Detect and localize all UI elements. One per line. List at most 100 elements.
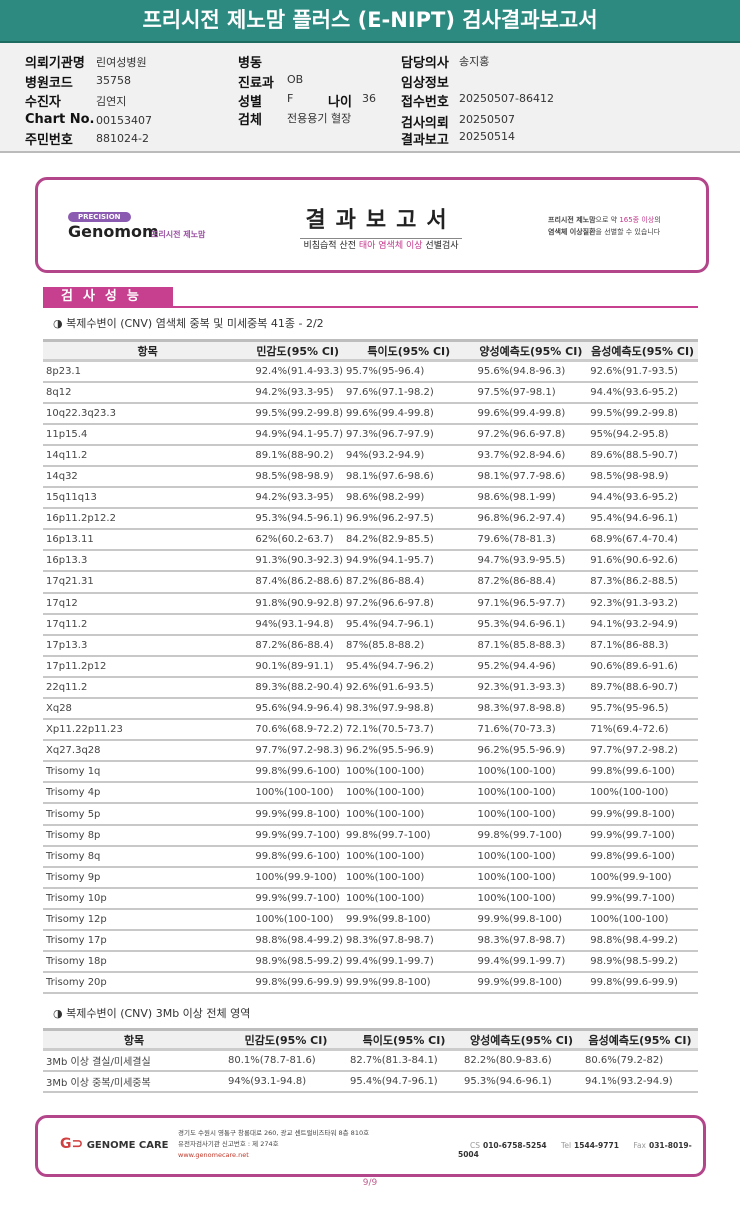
value-cell: 92.3%(91.3-93.3) [474,676,588,700]
value-cell: 71.6%(70-73.3) [474,719,588,742]
table-row: Trisomy 4p 100%(100-100) 100%(100-100) 100%… [43,782,698,805]
value-cell: 70.6%(68.9-72.2) [252,719,344,742]
value-cell: 95.2%(94.4-96) [474,655,588,678]
value-cell: 94.2%(93.3-95) [252,487,344,510]
column-header: 항목 [43,339,253,362]
value-cell: 99.8%(99.7-100) [474,824,588,847]
table-row: 16p13.3 91.3%(90.3-92.3) 94.9%(94.1-95.7) 9… [43,550,698,573]
value-cell: 95.4%(94.7-96.1) [347,1070,461,1093]
value-cell: 94%(93.2-94.9) [343,444,475,467]
column-header: 특이도(95% CI) [347,1028,461,1051]
section-divider [43,306,698,308]
item-cell: Trisomy 8q [43,845,253,868]
item-cell: Xp11.22p11.23 [43,719,253,742]
item-cell: Trisomy 5p [43,803,253,826]
age-value: 36 [362,92,376,105]
item-cell: Trisomy 9p [43,866,253,889]
report-date-value: 20250514 [459,130,515,143]
genome-care-logo-icon: G⊃ [60,1136,84,1152]
value-cell: 98.6%(98.2-99) [343,487,475,510]
note-highlight: 165종 이상 [619,216,655,224]
value-cell: 94.1%(93.2-94.9) [587,613,698,636]
item-cell: 16p11.2p12.2 [43,508,253,531]
value-cell: 100%(100-100) [252,908,344,932]
footer: G⊃ GENOME CARE 경기도 수원시 영통구 창룡대로 260, 광교 … [35,1115,706,1177]
table-row: 15q11q13 94.2%(93.3-95) 98.6%(98.2-99) 98.6… [43,487,698,510]
table-row: Xp11.22p11.23 70.6%(68.9-72.2) 72.1%(70.5-… [43,719,698,742]
value-cell: 97.2%(96.6-97.8) [343,592,475,615]
specimen-label: 검체 [238,113,262,128]
item-cell: 22q11.2 [43,676,253,700]
institution-value: 린여성병원 [96,56,147,69]
note-text: 으로 약 [595,216,620,224]
value-cell: 100%(99.9-100) [587,866,698,889]
clinical-label: 임상정보 [401,76,449,91]
column-header: 항목 [43,1028,225,1051]
patient-label: 수진자 [25,95,61,110]
value-cell: 80.6%(79.2-82) [582,1049,698,1072]
value-cell: 99.8%(99.6-100) [587,761,698,784]
value-cell: 100%(100-100) [474,761,588,784]
value-cell: 96.8%(96.2-97.4) [474,508,588,531]
value-cell: 99.9%(99.8-100) [343,972,475,995]
banner-subtitle: 비침습적 산전 태아 염색체 이상 선별검사 [278,238,484,251]
value-cell: 96.9%(96.2-97.5) [343,508,475,531]
report-banner: PRECISION Genomom 프리시전 제노맘 결과보고서 비침습적 산전… [35,177,709,273]
value-cell: 94.2%(93.3-95) [252,381,344,404]
note-text: 의 [654,216,661,224]
footer-contacts: CS 010-6758-5254 Tel 1544-9771 Fax 031-8019… [458,1141,703,1159]
item-cell: 17q11.2 [43,613,253,636]
value-cell: 99.6%(99.4-99.8) [343,402,475,425]
resident-no-label: 주민번호 [25,133,73,148]
column-header: 양성예측도(95% CI) [461,1028,582,1051]
table-row: 3Mb 이상 중복/미세중복 94%(93.1-94.8) 95.4%(94.7-9… [43,1070,698,1093]
footer-address: 경기도 수원시 영통구 창룡대로 260, 광교 센트럴비즈타워 8층 810호… [178,1128,369,1161]
value-cell: 99.9%(99.7-100) [587,824,698,847]
table-row: 10q22.3q23.3 99.5%(99.2-99.8) 99.6%(99.4-9… [43,402,698,425]
table-row: Trisomy 8p 99.9%(99.7-100) 99.8%(99.7-100)… [43,824,698,847]
table-row: 8q12 94.2%(93.3-95) 97.6%(97.1-98.2) 97.5%(… [43,381,698,404]
value-cell: 99.6%(99.4-99.8) [474,402,588,425]
hospital-code-value: 35758 [96,74,131,87]
value-cell: 96.2%(95.5-96.9) [474,740,588,763]
value-cell: 100%(100-100) [343,803,475,826]
value-cell: 99.8%(99.7-100) [343,824,475,847]
item-cell: 14q32 [43,465,253,489]
value-cell: 94.9%(94.1-95.7) [252,423,344,446]
value-cell: 95.4%(94.7-96.2) [343,655,475,678]
value-cell: 71%(69.4-72.6) [587,719,698,742]
table-header: 항목 민감도(95% CI) 특이도(95% CI) 양성예측도(95% CI) 음성예… [43,1028,698,1051]
cs-number: 010-6758-5254 [483,1141,547,1150]
fax-number: 031-8019-5004 [458,1141,692,1159]
performance-table-cnv41: 항목 민감도(95% CI) 특이도(95% CI) 양성예측도(95% CI) 음성예… [43,339,698,995]
table-row: 17p11.2p12 90.1%(89-91.1) 95.4%(94.7-96.2)… [43,655,698,678]
receipt-no-label: 접수번호 [401,95,449,110]
table-row: 14q11.2 89.1%(88-90.2) 94%(93.2-94.9) 93.7%… [43,444,698,467]
value-cell: 99.4%(99.1-99.7) [474,951,588,974]
subtitle-text: 비침습적 산전 [303,241,359,251]
value-cell: 93.7%(92.8-94.6) [474,444,588,467]
item-cell: Xq27.3q28 [43,740,253,763]
item-cell: Trisomy 10p [43,887,253,910]
value-cell: 99.9%(99.8-100) [252,803,344,826]
value-cell: 95.7%(95-96.4) [343,360,475,383]
receipt-no-value: 20250507-86412 [459,92,554,105]
value-cell: 99.9%(99.7-100) [587,887,698,910]
value-cell: 98.9%(98.5-99.2) [252,951,344,974]
report-date-label: 결과보고 [401,133,449,148]
value-cell: 100%(100-100) [252,782,344,805]
license-text: 유전자검사기관 신고번호 : 제 274호 [178,1140,279,1148]
item-cell: Trisomy 20p [43,972,253,995]
table-row: Trisomy 5p 99.9%(99.8-100) 100%(100-100) 10… [43,803,698,826]
value-cell: 72.1%(70.5-73.7) [343,719,475,742]
value-cell: 99.4%(99.1-99.7) [343,951,475,974]
item-cell: 17p11.2p12 [43,655,253,678]
item-cell: 10q22.3q23.3 [43,402,253,425]
value-cell: 90.1%(89-91.1) [252,655,344,678]
item-cell: 15q11q13 [43,487,253,510]
table-row: Xq27.3q28 97.7%(97.2-98.3) 96.2%(95.5-96.9… [43,740,698,763]
website-link[interactable]: www.genomecare.net [178,1151,249,1159]
value-cell: 97.2%(96.6-97.8) [474,423,588,446]
table-row: Trisomy 10p 99.9%(99.7-100) 100%(100-100) 1… [43,887,698,910]
fax-label: Fax [633,1141,646,1150]
